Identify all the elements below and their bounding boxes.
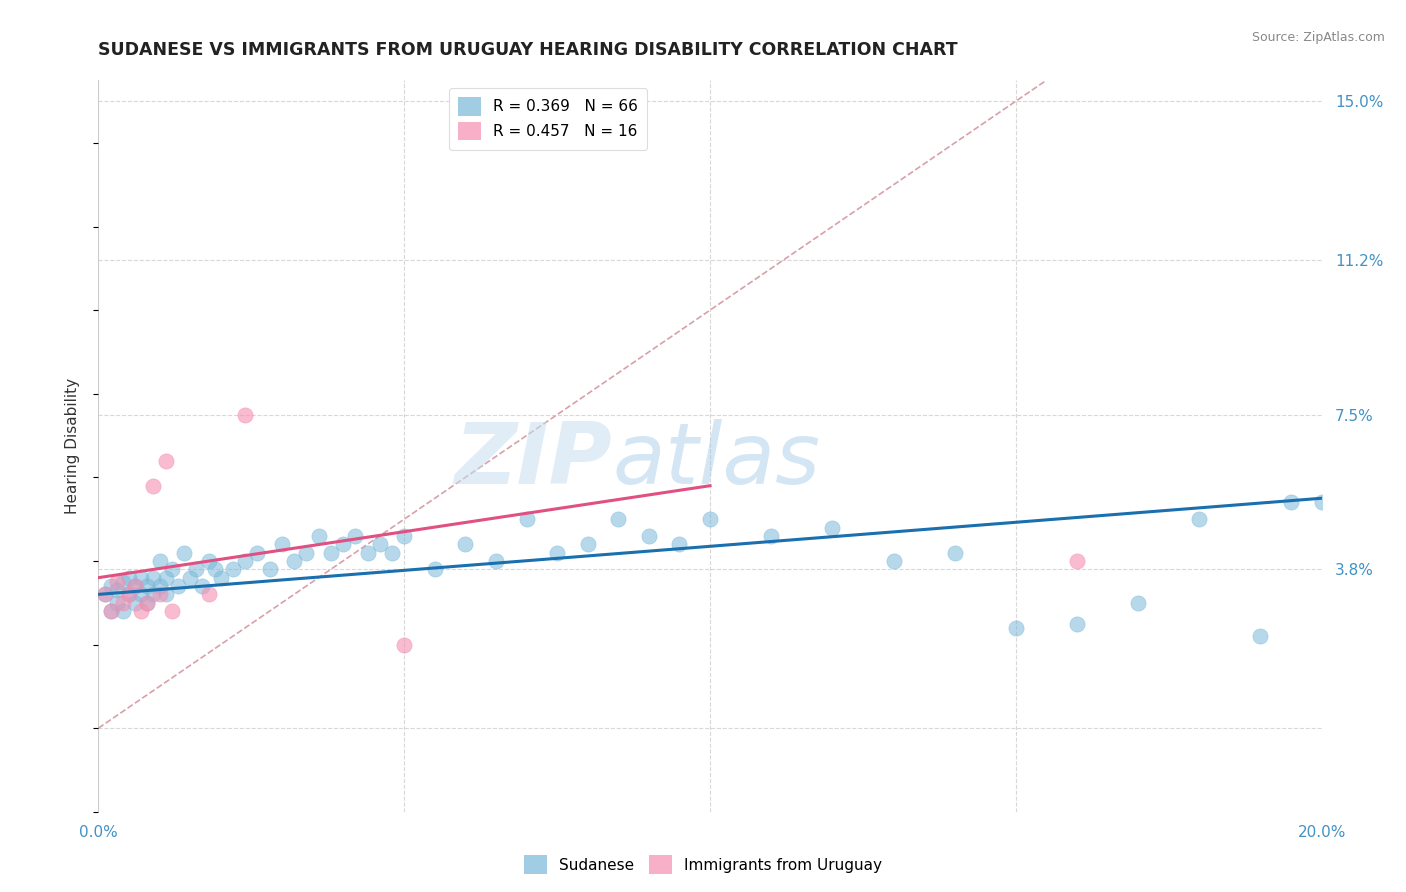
Point	[186, 562, 208, 576]
Point	[105, 583, 128, 598]
Point	[699, 512, 721, 526]
Text: atlas: atlas	[612, 419, 820, 502]
Point	[105, 574, 128, 589]
Point	[111, 596, 134, 610]
Point	[155, 587, 177, 601]
Point	[197, 587, 219, 601]
Point	[332, 537, 354, 551]
Point	[668, 537, 690, 551]
Point	[485, 554, 508, 568]
Legend: R = 0.369   N = 66, R = 0.457   N = 16: R = 0.369 N = 66, R = 0.457 N = 16	[449, 88, 647, 150]
Point	[124, 579, 146, 593]
Point	[118, 571, 141, 585]
Point	[295, 545, 318, 559]
Point	[167, 579, 190, 593]
Point	[1310, 495, 1333, 509]
Text: SUDANESE VS IMMIGRANTS FROM URUGUAY HEARING DISABILITY CORRELATION CHART: SUDANESE VS IMMIGRANTS FROM URUGUAY HEAR…	[98, 41, 957, 59]
Point	[344, 529, 367, 543]
Point	[259, 562, 281, 576]
Point	[209, 571, 232, 585]
Point	[308, 529, 330, 543]
Point	[129, 587, 152, 601]
Point	[1188, 512, 1211, 526]
Point	[155, 453, 177, 467]
Point	[246, 545, 269, 559]
Point	[546, 545, 568, 559]
Point	[883, 554, 905, 568]
Point	[136, 579, 159, 593]
Point	[142, 479, 165, 493]
Point	[821, 520, 844, 534]
Point	[93, 587, 115, 601]
Point	[124, 596, 146, 610]
Point	[392, 529, 416, 543]
Point	[129, 604, 152, 618]
Point	[1279, 495, 1302, 509]
Text: Source: ZipAtlas.com: Source: ZipAtlas.com	[1251, 31, 1385, 45]
Point	[160, 604, 183, 618]
Point	[607, 512, 630, 526]
Point	[100, 579, 122, 593]
Point	[637, 529, 661, 543]
Point	[381, 545, 404, 559]
Point	[1128, 596, 1150, 610]
Point	[179, 571, 201, 585]
Point	[136, 596, 159, 610]
Point	[1066, 554, 1088, 568]
Point	[204, 562, 226, 576]
Point	[423, 562, 446, 576]
Text: ZIP: ZIP	[454, 419, 612, 502]
Point	[454, 537, 477, 551]
Point	[129, 571, 152, 585]
Point	[197, 554, 219, 568]
Point	[233, 554, 256, 568]
Point	[943, 545, 966, 559]
Legend: Sudanese, Immigrants from Uruguay: Sudanese, Immigrants from Uruguay	[517, 849, 889, 880]
Point	[222, 562, 245, 576]
Point	[142, 571, 165, 585]
Point	[149, 554, 172, 568]
Point	[149, 587, 172, 601]
Point	[149, 579, 172, 593]
Point	[173, 545, 195, 559]
Point	[759, 529, 782, 543]
Point	[516, 512, 538, 526]
Point	[105, 596, 128, 610]
Point	[155, 571, 177, 585]
Point	[283, 554, 305, 568]
Point	[392, 638, 416, 652]
Point	[1004, 621, 1026, 635]
Point	[142, 587, 165, 601]
Point	[1249, 629, 1271, 643]
Point	[191, 579, 214, 593]
Point	[136, 596, 159, 610]
Point	[93, 587, 115, 601]
Point	[100, 604, 122, 618]
Point	[124, 579, 146, 593]
Point	[100, 604, 122, 618]
Point	[270, 537, 292, 551]
Point	[118, 587, 141, 601]
Y-axis label: Hearing Disability: Hearing Disability	[65, 378, 80, 514]
Point	[1066, 616, 1088, 631]
Point	[111, 574, 134, 589]
Point	[111, 604, 134, 618]
Point	[368, 537, 391, 551]
Point	[233, 408, 256, 422]
Point	[118, 587, 141, 601]
Point	[319, 545, 342, 559]
Point	[576, 537, 599, 551]
Point	[356, 545, 378, 559]
Point	[160, 562, 183, 576]
